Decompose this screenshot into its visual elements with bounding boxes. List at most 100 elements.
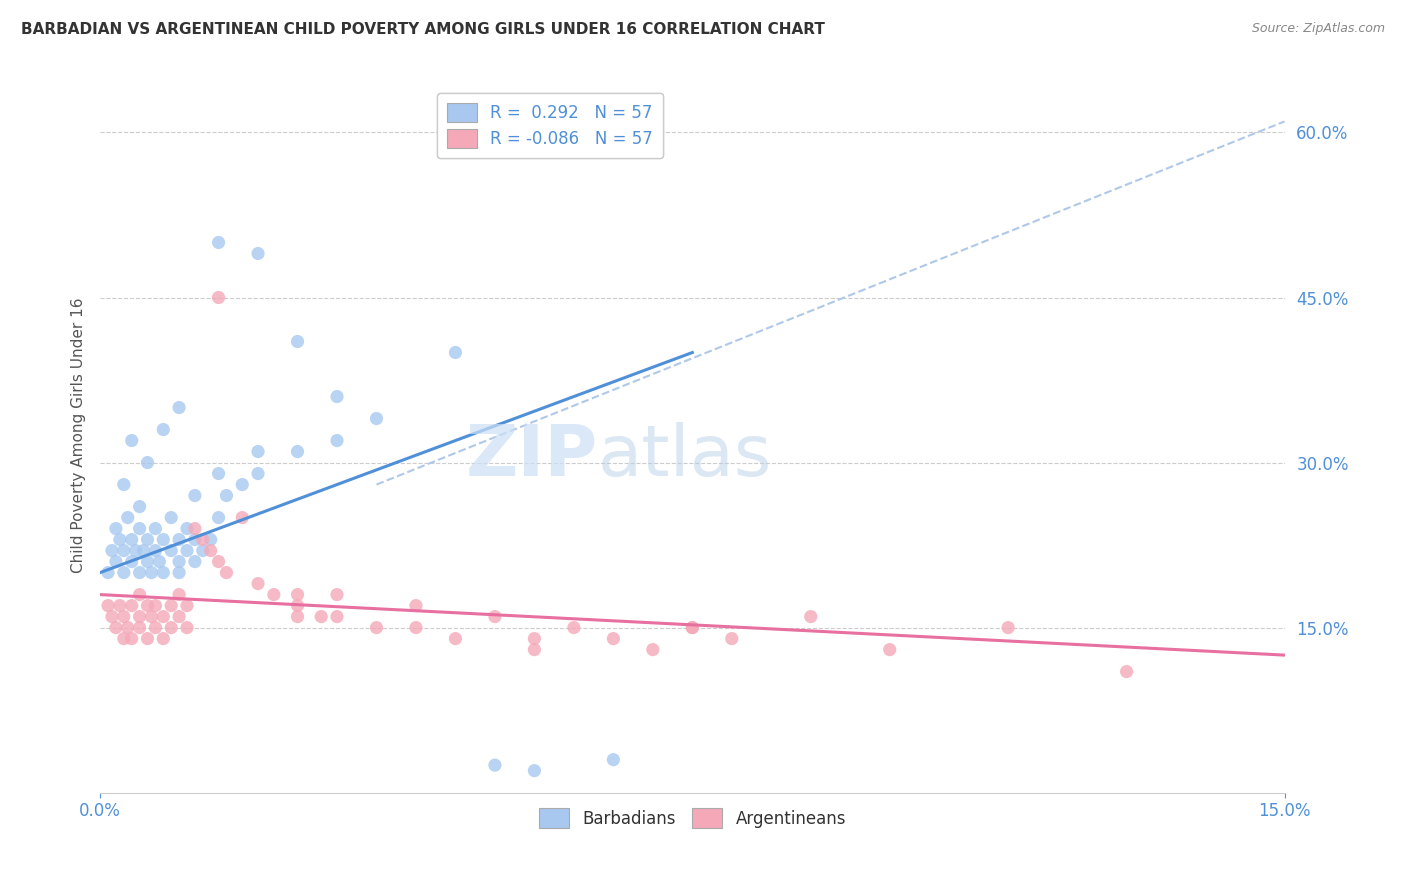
Point: [104, 621, 127, 635]
Point: [160, 543, 183, 558]
Point: [167, 566, 190, 580]
Point: [247, 444, 270, 458]
Point: [136, 533, 159, 547]
Point: [720, 632, 742, 646]
Point: [681, 621, 703, 635]
Point: [484, 758, 506, 772]
Point: [184, 522, 207, 536]
Text: ZIP: ZIP: [465, 422, 598, 491]
Legend: Barbadians, Argentineans: Barbadians, Argentineans: [531, 802, 852, 834]
Point: [104, 555, 127, 569]
Point: [121, 632, 143, 646]
Point: [167, 401, 190, 415]
Point: [167, 588, 190, 602]
Point: [97, 599, 120, 613]
Point: [641, 642, 664, 657]
Point: [112, 609, 135, 624]
Point: [160, 510, 183, 524]
Point: [97, 566, 120, 580]
Point: [104, 522, 127, 536]
Point: [152, 533, 174, 547]
Point: [326, 609, 349, 624]
Point: [136, 456, 159, 470]
Point: [444, 632, 467, 646]
Point: [121, 555, 143, 569]
Point: [176, 522, 198, 536]
Point: [184, 555, 207, 569]
Point: [176, 543, 198, 558]
Point: [326, 390, 349, 404]
Point: [231, 477, 253, 491]
Point: [128, 588, 150, 602]
Point: [326, 588, 349, 602]
Point: [112, 632, 135, 646]
Point: [132, 543, 155, 558]
Point: [136, 599, 159, 613]
Point: [207, 467, 229, 481]
Text: BARBADIAN VS ARGENTINEAN CHILD POVERTY AMONG GIRLS UNDER 16 CORRELATION CHART: BARBADIAN VS ARGENTINEAN CHILD POVERTY A…: [21, 22, 825, 37]
Point: [141, 609, 163, 624]
Point: [231, 510, 253, 524]
Point: [207, 510, 229, 524]
Point: [287, 588, 309, 602]
Point: [117, 621, 139, 635]
Point: [1115, 665, 1137, 679]
Point: [287, 599, 309, 613]
Point: [152, 609, 174, 624]
Point: [128, 566, 150, 580]
Point: [108, 599, 131, 613]
Point: [160, 621, 183, 635]
Point: [112, 477, 135, 491]
Point: [112, 566, 135, 580]
Point: [309, 609, 332, 624]
Point: [405, 621, 427, 635]
Point: [167, 609, 190, 624]
Point: [148, 555, 170, 569]
Point: [602, 753, 624, 767]
Point: [121, 434, 143, 448]
Point: [523, 632, 546, 646]
Point: [562, 621, 585, 635]
Point: [136, 555, 159, 569]
Point: [141, 566, 163, 580]
Point: [136, 632, 159, 646]
Point: [247, 246, 270, 260]
Point: [152, 566, 174, 580]
Point: [602, 632, 624, 646]
Point: [484, 609, 506, 624]
Point: [176, 621, 198, 635]
Point: [101, 543, 124, 558]
Point: [121, 599, 143, 613]
Point: [200, 533, 222, 547]
Point: [326, 434, 349, 448]
Point: [207, 235, 229, 250]
Text: atlas: atlas: [598, 422, 772, 491]
Point: [101, 609, 124, 624]
Point: [444, 345, 467, 359]
Point: [200, 543, 222, 558]
Point: [405, 599, 427, 613]
Point: [176, 599, 198, 613]
Point: [184, 533, 207, 547]
Point: [207, 291, 229, 305]
Point: [128, 522, 150, 536]
Point: [681, 621, 703, 635]
Point: [108, 533, 131, 547]
Point: [145, 543, 167, 558]
Point: [128, 500, 150, 514]
Point: [215, 566, 238, 580]
Point: [167, 533, 190, 547]
Point: [800, 609, 823, 624]
Point: [152, 632, 174, 646]
Point: [523, 642, 546, 657]
Point: [191, 533, 214, 547]
Point: [879, 642, 901, 657]
Point: [366, 411, 388, 425]
Point: [287, 334, 309, 349]
Point: [128, 621, 150, 635]
Text: Source: ZipAtlas.com: Source: ZipAtlas.com: [1251, 22, 1385, 36]
Point: [247, 467, 270, 481]
Point: [287, 609, 309, 624]
Point: [997, 621, 1019, 635]
Point: [160, 599, 183, 613]
